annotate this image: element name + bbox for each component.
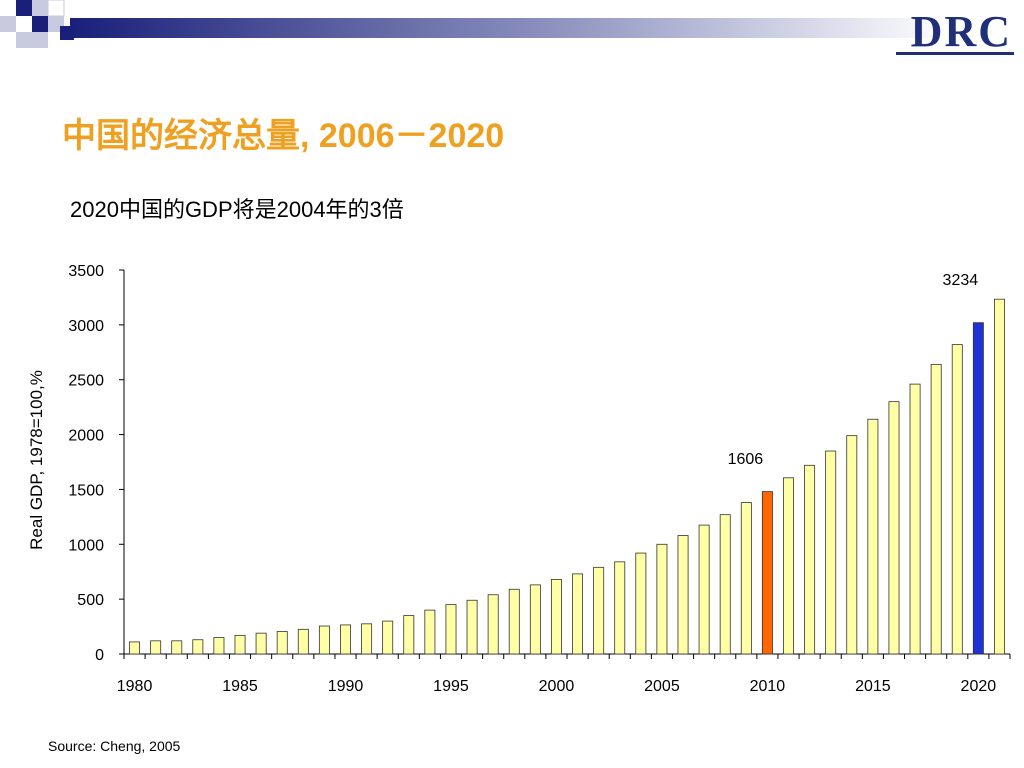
bar-2006	[677, 535, 689, 655]
bar-2005	[656, 543, 668, 655]
data-label-2010: 1606	[728, 451, 764, 468]
bar-1981	[150, 640, 162, 655]
bar-1990	[340, 624, 351, 655]
bar-1985	[234, 634, 246, 655]
bar-1996	[466, 599, 478, 655]
y-tick-label: 3500	[68, 263, 104, 280]
bar-2009	[740, 502, 752, 655]
bar-2014	[846, 435, 858, 655]
bar-1982	[171, 640, 183, 655]
bar-2002	[593, 566, 605, 655]
bar-1994	[424, 609, 436, 655]
data-labels: 1606 3234	[728, 272, 979, 468]
y-axis: 0 500 1000 1500 2000 2500 3000 3500	[68, 263, 125, 664]
x-tick-label: 2000	[539, 678, 575, 695]
bar-2004	[635, 552, 647, 655]
y-tick-label: 1500	[68, 482, 104, 499]
x-axis: 1980 1985 1990 1995 2000 2005 2010 2015 2020	[117, 653, 1011, 695]
bar-1993	[403, 615, 415, 655]
bar-2020	[972, 322, 984, 655]
x-tick-label: 2020	[961, 678, 997, 695]
data-label-2020: 3234	[943, 272, 979, 289]
bar-1999	[529, 584, 541, 655]
bar-1987	[276, 631, 288, 655]
bar-2007	[698, 524, 710, 655]
bar-2018	[930, 363, 942, 655]
bar-1991	[361, 623, 373, 655]
bar-2013	[825, 450, 837, 655]
bar-1983	[192, 639, 204, 655]
bar-2012	[804, 464, 816, 655]
bar-1988	[297, 628, 309, 655]
x-tick-label: 1990	[328, 678, 364, 695]
bar-1992	[382, 620, 394, 655]
bar-1984	[213, 637, 225, 655]
x-tick-label: 2005	[644, 678, 680, 695]
bar-2011	[783, 477, 794, 655]
bar-1997	[487, 594, 499, 655]
bar-2008	[719, 514, 731, 655]
bar-1998	[508, 588, 520, 655]
bar-2017	[909, 383, 921, 655]
bar-1986	[255, 632, 267, 655]
gdp-bar-chart: 0 500 1000 1500 2000 2500 3000 3500 1980 1985 199…	[27, 263, 1011, 695]
bar-2019	[951, 344, 963, 655]
bar-2000	[550, 578, 562, 655]
x-tick-label: 2015	[855, 678, 891, 695]
bar-2001	[572, 573, 584, 655]
y-tick-label: 0	[95, 647, 104, 664]
x-tick-label: 1980	[117, 678, 153, 695]
y-tick-label: 2000	[68, 428, 104, 445]
x-tick-label: 1995	[433, 678, 469, 695]
x-tick-label: 2010	[750, 678, 786, 695]
x-tick-label: 1985	[222, 678, 258, 695]
bar-undefined	[993, 298, 1005, 655]
y-tick-label: 500	[77, 592, 104, 609]
y-tick-label: 2500	[68, 373, 104, 390]
bars	[129, 298, 1005, 655]
slide-title: 中国的经济总量, 2006－2020	[62, 117, 505, 155]
logo-underline	[896, 52, 1014, 55]
y-tick-label: 1000	[68, 537, 104, 554]
source-note: Source: Cheng, 2005	[48, 738, 181, 754]
header-band	[0, 0, 950, 48]
drc-logo: DRC	[910, 7, 1012, 56]
bar-2010	[761, 491, 773, 655]
bar-2015	[867, 418, 879, 655]
bar-2003	[614, 561, 626, 655]
bar-1989	[318, 625, 330, 655]
bar-1980	[129, 641, 141, 655]
slide-subtitle: 2020中国的GDP将是2004年的3倍	[70, 197, 404, 222]
y-tick-label: 3000	[68, 318, 104, 335]
y-axis-label: Real GDP, 1978=100,%	[27, 370, 46, 550]
bar-2016	[888, 401, 900, 655]
bar-1995	[445, 604, 457, 655]
